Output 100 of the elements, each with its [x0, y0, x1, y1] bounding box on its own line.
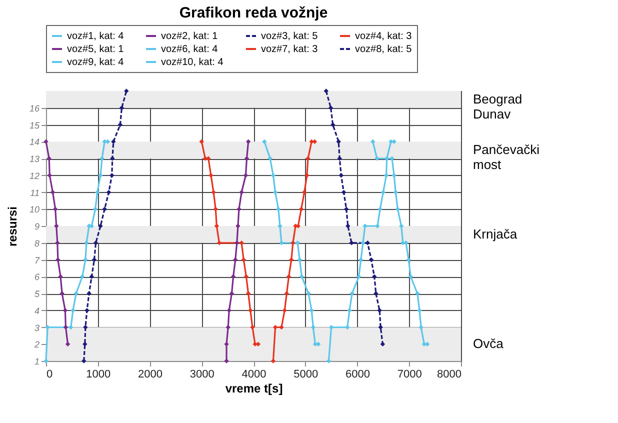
legend-label: voz#10, kat: 4 [161, 57, 224, 68]
point [270, 173, 276, 178]
x-tick-label: 2000 [138, 368, 162, 380]
point [304, 173, 310, 178]
point [358, 257, 364, 262]
point [80, 274, 85, 279]
point [248, 308, 253, 313]
x-tick-label: 3000 [190, 368, 214, 380]
point [316, 342, 321, 346]
y-tick-label: 13 [29, 154, 40, 164]
point [380, 342, 386, 346]
point [206, 156, 211, 161]
point [241, 257, 246, 262]
point [233, 257, 238, 262]
point [330, 122, 336, 128]
point [89, 274, 94, 279]
legend-label: voz#1, kat: 4 [67, 31, 124, 42]
point [119, 106, 124, 110]
point [326, 358, 332, 364]
point [110, 156, 115, 161]
point [234, 240, 240, 246]
point [276, 206, 281, 212]
point [44, 358, 48, 364]
point [229, 291, 234, 296]
x-axis-title: vreme t[s] [225, 382, 283, 396]
y-tick-label: 4 [34, 306, 40, 316]
legend-label: voz#4, kat: 3 [355, 31, 412, 42]
point [244, 274, 249, 279]
point [224, 342, 229, 346]
point [118, 122, 123, 128]
point [279, 240, 284, 246]
point [243, 173, 248, 178]
point [44, 139, 48, 144]
point [50, 190, 56, 195]
point [52, 206, 58, 212]
point [268, 156, 272, 161]
y-tick-label: 10 [29, 204, 40, 215]
point [356, 274, 362, 279]
point [362, 224, 368, 228]
x-tick-label: 0 [46, 368, 53, 380]
legend-label: voz#7, kat: 3 [261, 44, 318, 55]
point [378, 206, 382, 212]
point [236, 206, 242, 212]
point [226, 308, 232, 313]
x-tick-label: 6000 [346, 368, 370, 380]
point [47, 173, 52, 178]
point [349, 240, 354, 246]
point [295, 240, 300, 246]
y-tick-label: 14 [29, 137, 40, 148]
x-tick-label: 5000 [294, 368, 318, 380]
legend-label: voz#3, kat: 5 [261, 31, 318, 42]
point [262, 139, 267, 144]
point [58, 274, 63, 279]
legend-label: voz#6, kat: 4 [161, 44, 218, 55]
point [310, 324, 316, 330]
point [337, 156, 342, 161]
point [390, 156, 394, 161]
point [309, 308, 314, 313]
point [306, 156, 310, 161]
point [65, 342, 70, 346]
point [306, 291, 311, 296]
point [297, 257, 302, 262]
point [199, 139, 204, 144]
point [95, 190, 100, 195]
band-label: Krnjača [473, 226, 518, 242]
point [406, 257, 411, 262]
band-label: Beograd Dunav [473, 91, 522, 122]
point [102, 139, 107, 144]
point [83, 257, 88, 262]
y-tick-label: 1 [34, 356, 40, 366]
point [84, 240, 89, 246]
y-tick-label: 7 [34, 255, 40, 266]
y-tick-label: 11 [30, 188, 40, 198]
point [230, 274, 236, 279]
y-tick-label: 12 [29, 170, 40, 181]
point [82, 342, 88, 346]
point [98, 224, 103, 228]
x-tick-label: 4000 [242, 368, 266, 380]
point [244, 156, 250, 161]
x-tick-label: 7000 [397, 368, 422, 380]
point [93, 240, 98, 246]
point [365, 240, 370, 246]
point [46, 156, 52, 161]
point [336, 139, 341, 144]
legend-label: voz#5, kat: 1 [67, 44, 124, 55]
y-tick-label: 5 [34, 289, 40, 299]
point [408, 274, 414, 279]
y-tick-label: 15 [29, 120, 40, 130]
point [346, 224, 350, 228]
y-tick-label: 9 [34, 222, 40, 232]
point [344, 206, 349, 212]
point [246, 291, 251, 296]
legend-label: voz#9, kat: 4 [67, 57, 124, 68]
point [100, 156, 104, 161]
point [360, 240, 366, 246]
point [84, 308, 90, 313]
point [370, 139, 376, 144]
point [377, 308, 382, 313]
point [246, 139, 251, 144]
point [384, 173, 389, 178]
